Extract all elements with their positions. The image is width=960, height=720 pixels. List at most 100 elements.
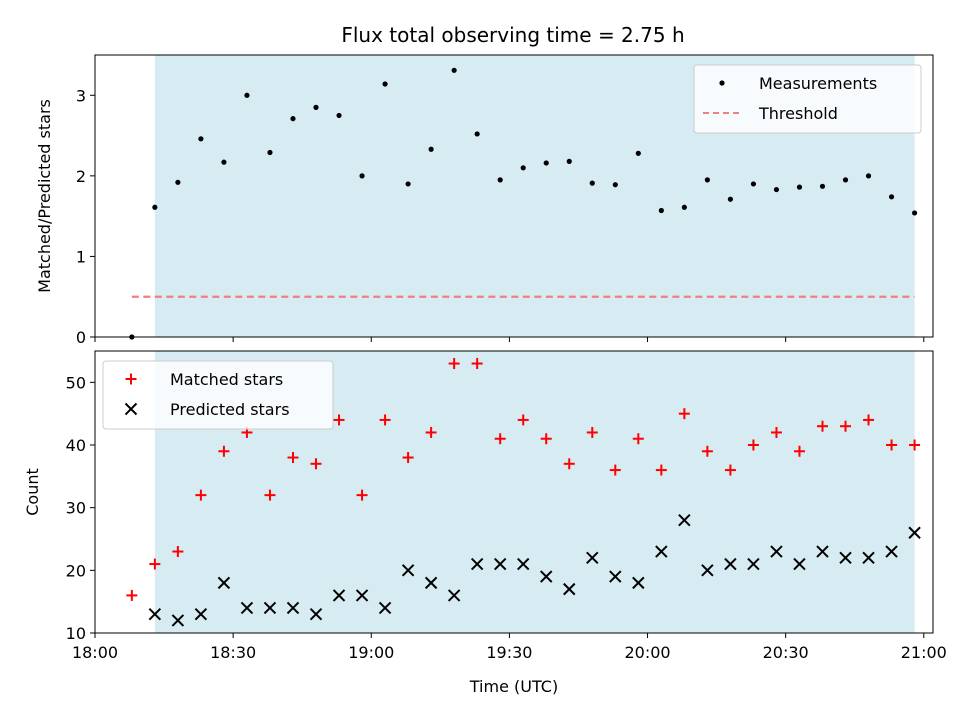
- y-tick-label: 20: [66, 561, 86, 580]
- measurement-point: [428, 146, 434, 152]
- predicted-star-point: [470, 557, 484, 571]
- matched-star-point: [770, 426, 782, 438]
- legend-plus: [125, 373, 137, 385]
- bottom-y-ticks: 10 20 30 40 50: [66, 373, 95, 643]
- x-stroke: [632, 576, 645, 590]
- matched-star-point: [149, 558, 161, 570]
- predicted-star-point: [862, 551, 875, 565]
- bottom-legend-box: [102, 360, 334, 430]
- matched-star-point: [333, 414, 345, 426]
- matched-stars-points: [126, 358, 921, 601]
- measurement-point: [727, 196, 734, 202]
- x-stroke: [263, 601, 277, 615]
- matched-star-point: [540, 433, 552, 445]
- predicted-star-point: [701, 564, 714, 577]
- legend-matched-marker: [125, 373, 137, 385]
- matched-star-point: [356, 489, 368, 501]
- measurement-point: [819, 183, 826, 189]
- x-stroke: [517, 557, 530, 571]
- matched-star-point: [886, 439, 898, 451]
- measurement-point: [382, 81, 388, 87]
- measurement-point: [888, 194, 895, 200]
- x-stroke: [609, 570, 622, 583]
- matched-star-point: [747, 439, 759, 451]
- measurement-point: [290, 116, 296, 122]
- predicted-star-point: [747, 557, 760, 571]
- predicted-star-point: [309, 607, 323, 621]
- x-stroke: [332, 589, 346, 602]
- matched-star-point: [863, 414, 875, 426]
- matched-star-point: [816, 420, 828, 432]
- predicted-star-point: [540, 570, 553, 583]
- measurement-point: [359, 173, 365, 179]
- x-stroke: [885, 545, 898, 558]
- matched-star-point: [425, 426, 437, 438]
- bottom-x-ticks: 18:00 18:30 19:00 19:30 20:00 20:30 21:00: [72, 633, 947, 662]
- measurement-point: [405, 181, 411, 187]
- matched-star-point: [287, 452, 299, 464]
- matched-star-point: [655, 464, 667, 476]
- y-tick-label: 3: [76, 86, 86, 105]
- x-stroke: [678, 513, 691, 527]
- matched-star-point: [195, 489, 207, 501]
- matched-star-point: [471, 358, 483, 370]
- measurement-point: [750, 181, 757, 187]
- x-tick-label: 19:00: [348, 643, 394, 662]
- measurement-point: [796, 184, 803, 190]
- x-tick-label: 20:30: [763, 643, 809, 662]
- top-legend[interactable]: Measurements Threshold: [693, 64, 922, 134]
- matched-star-point: [218, 445, 230, 457]
- measurement-point: [635, 150, 641, 156]
- x-stroke: [862, 551, 875, 565]
- x-stroke: [309, 607, 323, 621]
- predicted-star-point: [632, 576, 645, 590]
- x-stroke: [217, 576, 231, 590]
- bottom-panel: 10 20 30 40 50 18:00 18:30 19:00 19:30 20:00 20:3…: [23, 350, 947, 696]
- measurement-point: [267, 149, 273, 156]
- predicted-star-point: [839, 551, 852, 565]
- y-tick-label: 30: [66, 499, 86, 518]
- measurement-point: [543, 160, 549, 166]
- matched-star-point: [840, 420, 852, 432]
- predicted-star-point: [355, 589, 369, 602]
- x-stroke: [724, 557, 737, 571]
- predicted-star-point: [171, 614, 185, 627]
- matched-star-point: [494, 433, 506, 445]
- measurement-point: [474, 131, 480, 137]
- x-tick-label: 19:30: [486, 643, 532, 662]
- measurement-point: [152, 204, 158, 210]
- x-stroke: [493, 557, 507, 571]
- x-stroke: [171, 614, 185, 627]
- matched-star-point: [701, 445, 713, 457]
- x-stroke: [586, 551, 599, 565]
- x-tick-label: 18:30: [210, 643, 256, 662]
- bottom-legend[interactable]: Matched stars Predicted stars: [102, 360, 334, 430]
- matched-star-point: [678, 408, 690, 420]
- x-stroke: [447, 589, 461, 602]
- matched-star-point: [126, 589, 138, 601]
- measurement-point: [336, 112, 342, 119]
- x-tick-label: 21:00: [901, 643, 947, 662]
- matched-star-point: [517, 414, 529, 426]
- x-stroke: [470, 557, 484, 571]
- predicted-star-point: [148, 607, 162, 621]
- legend-predicted-label: Predicted stars: [170, 400, 290, 419]
- predicted-star-point: [816, 545, 829, 558]
- predicted-star-point: [770, 545, 783, 558]
- measurement-point: [198, 136, 204, 142]
- predicted-star-point: [217, 576, 231, 590]
- top-y-ticks: 0 1 2 3: [76, 86, 95, 347]
- x-stroke: [240, 601, 254, 615]
- y-tick-label: 2: [76, 167, 86, 186]
- matched-star-point: [310, 458, 322, 470]
- predicted-star-point: [908, 526, 921, 539]
- legend-measurements-marker: [719, 80, 725, 86]
- legend-measurements-label: Measurements: [759, 74, 877, 93]
- measurement-point: [704, 177, 710, 183]
- legend-matched-label: Matched stars: [170, 370, 283, 389]
- top-legend-box: [693, 64, 922, 134]
- predicted-star-point: [609, 570, 622, 583]
- measurement-point: [865, 173, 872, 179]
- x-stroke: [355, 589, 369, 602]
- measurement-point: [175, 179, 181, 185]
